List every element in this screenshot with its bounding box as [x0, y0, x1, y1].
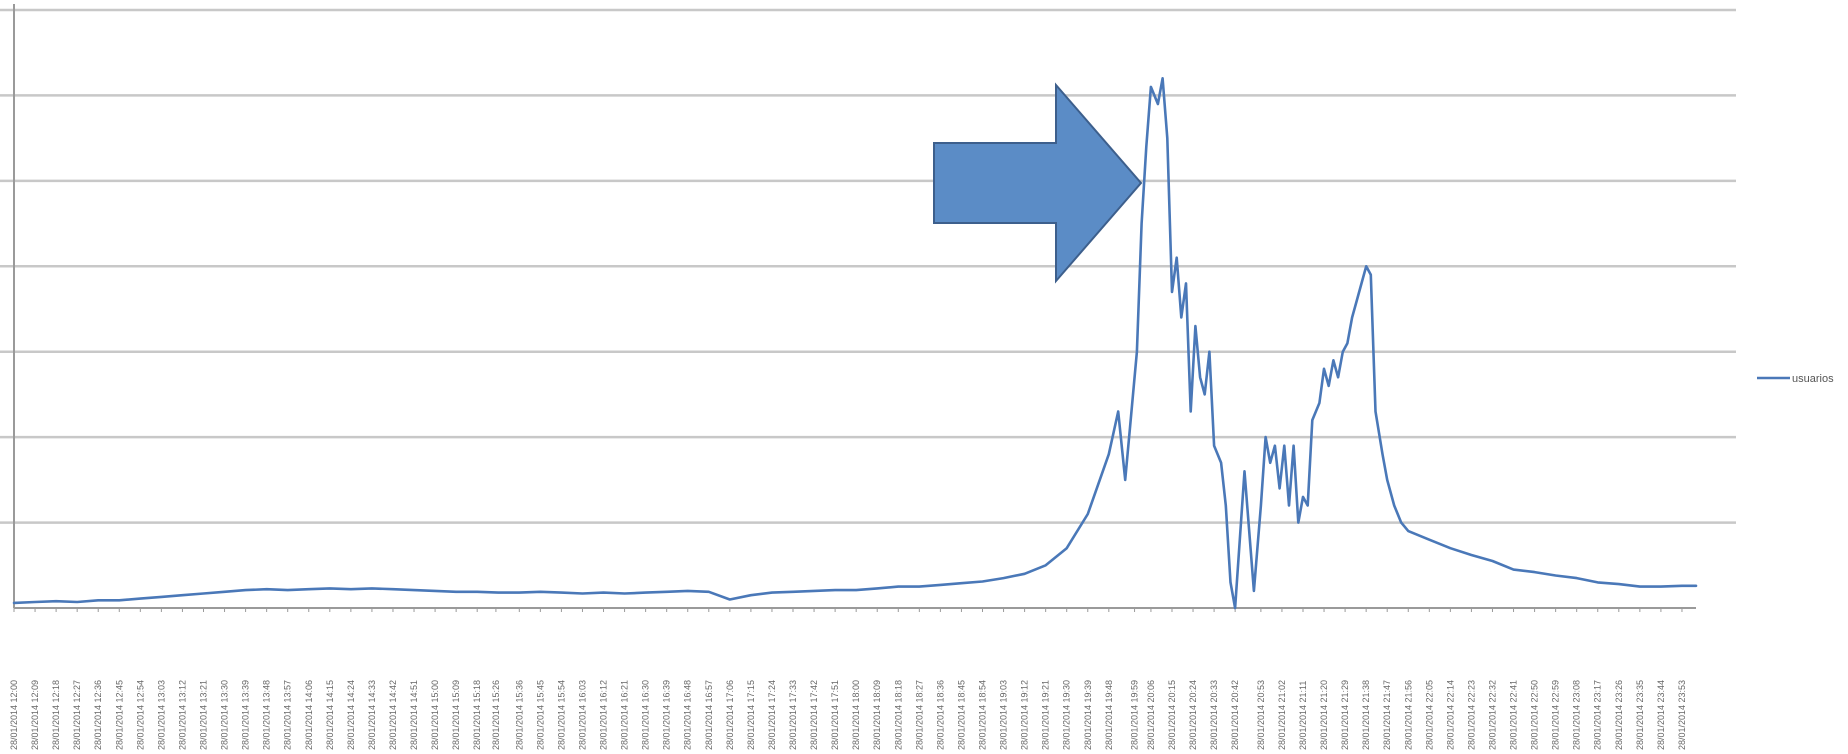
- x-tick-label: 28/01/2014 19:21: [1041, 680, 1051, 750]
- x-tick-label: 28/01/2014 19:12: [1020, 680, 1030, 750]
- x-tick-label: 28/01/2014 16:12: [599, 680, 609, 750]
- gridlines: [0, 8, 1736, 524]
- legend-label: usuarios: [1792, 373, 1834, 385]
- x-tick-label: 28/01/2014 14:24: [346, 680, 356, 750]
- x-tick-label: 28/01/2014 22:05: [1424, 680, 1434, 750]
- x-tick-label: 28/01/2014 15:09: [451, 680, 461, 750]
- x-tick-label: 28/01/2014 18:36: [935, 680, 945, 750]
- x-tick-label: 28/01/2014 16:57: [704, 680, 714, 750]
- x-tick-label: 28/01/2014 13:30: [220, 680, 230, 750]
- x-tick-label: 28/01/2014 18:27: [914, 680, 924, 750]
- x-tick-label: 28/01/2014 15:26: [491, 680, 501, 750]
- x-tick-label: 28/01/2014 15:54: [556, 680, 566, 750]
- x-tick-label: 28/01/2014 19:39: [1083, 680, 1093, 750]
- x-tick-label: 28/01/2014 21:02: [1277, 680, 1287, 750]
- x-tick-label: 28/01/2014 23:08: [1572, 680, 1582, 750]
- x-tick-label: 28/01/2014 13:57: [283, 680, 293, 750]
- x-tick-label: 28/01/2014 15:45: [535, 680, 545, 750]
- x-tick-label: 28/01/2014 13:39: [241, 680, 251, 750]
- legend: usuarios: [1757, 373, 1834, 385]
- x-tick-label: 28/01/2014 22:41: [1509, 680, 1519, 750]
- x-tick-label: 28/01/2014 22:23: [1466, 680, 1476, 750]
- x-tick-labels: 28/01/2014 12:00 28/01/2014 12:09 28/01/20…: [9, 608, 1687, 750]
- x-tick-label: 28/01/2014 23:44: [1656, 680, 1666, 750]
- x-tick-label: 28/01/2014 16:03: [577, 680, 587, 750]
- x-tick-label: 28/01/2014 19:30: [1062, 680, 1072, 750]
- x-tick-label: 28/01/2014 17:51: [830, 680, 840, 750]
- x-tick-label: 28/01/2014 12:09: [30, 680, 40, 750]
- x-tick-label: 28/01/2014 20:33: [1209, 680, 1219, 750]
- x-tick-label: 28/01/2014 13:21: [198, 680, 208, 750]
- x-tick-label: 28/01/2014 21:56: [1403, 680, 1413, 750]
- x-tick-label: 28/01/2014 23:35: [1635, 680, 1645, 750]
- x-tick-label: 28/01/2014 14:51: [409, 680, 419, 750]
- x-tick-label: 28/01/2014 16:21: [620, 680, 630, 750]
- x-tick-label: 28/01/2014 23:17: [1593, 680, 1603, 750]
- x-tick-label: 28/01/2014 20:15: [1167, 680, 1177, 750]
- x-tick-label: 28/01/2014 22:14: [1445, 680, 1455, 750]
- x-tick-label: 28/01/2014 12:27: [72, 680, 82, 750]
- x-tick-label: 28/01/2014 17:15: [746, 680, 756, 750]
- x-tick-label: 28/01/2014 21:11: [1298, 681, 1308, 750]
- x-tick-label: 28/01/2014 21:29: [1340, 680, 1350, 750]
- x-tick-label: 28/01/2014 17:33: [788, 680, 798, 750]
- x-tick-label: 28/01/2014 12:45: [114, 680, 124, 750]
- x-tick-label: 28/01/2014 16:39: [662, 680, 672, 750]
- x-tick-label: 28/01/2014 12:18: [51, 680, 61, 750]
- x-tick-label: 28/01/2014 12:54: [135, 680, 145, 750]
- x-tick-label: 28/01/2014 19:59: [1130, 680, 1140, 750]
- x-tick-label: 28/01/2014 18:54: [977, 680, 987, 750]
- x-tick-label: 28/01/2014 22:59: [1551, 680, 1561, 750]
- annotation-arrow: [933, 82, 1143, 284]
- x-tick-label: 28/01/2014 18:00: [851, 680, 861, 750]
- x-tick-label: 28/01/2014 21:38: [1361, 680, 1371, 750]
- x-tick-label: 28/01/2014 13:12: [177, 680, 187, 750]
- x-tick-label: 28/01/2014 18:18: [893, 680, 903, 750]
- series-line-usuarios: [12, 77, 1698, 610]
- x-tick-label: 28/01/2014 19:48: [1104, 680, 1114, 750]
- x-tick-label: 28/01/2014 15:36: [514, 680, 524, 750]
- x-tick-label: 28/01/2014 13:48: [262, 680, 272, 750]
- x-tick-label: 28/01/2014 19:03: [999, 680, 1009, 750]
- x-tick-label: 28/01/2014 20:06: [1146, 680, 1156, 750]
- x-tick-label: 28/01/2014 15:18: [472, 680, 482, 750]
- x-tick-label: 28/01/2014 14:15: [325, 680, 335, 750]
- x-tick-label: 28/01/2014 12:36: [93, 680, 103, 750]
- x-tick-label: 28/01/2014 18:45: [956, 680, 966, 750]
- x-tick-label: 28/01/2014 14:42: [388, 680, 398, 750]
- x-tick-label: 28/01/2014 16:48: [683, 680, 693, 750]
- x-tick-label: 28/01/2014 18:09: [872, 680, 882, 750]
- x-tick-label: 28/01/2014 23:26: [1614, 680, 1624, 750]
- x-tick-label: 28/01/2014 23:53: [1677, 680, 1687, 750]
- x-tick-label: 28/01/2014 22:50: [1530, 680, 1540, 750]
- x-tick-label: 28/01/2014 21:47: [1382, 680, 1392, 750]
- x-tick-label: 28/01/2014 12:00: [9, 680, 19, 750]
- x-tick-label: 28/01/2014 17:24: [767, 680, 777, 750]
- x-tick-label: 28/01/2014 20:42: [1230, 680, 1240, 750]
- x-tick-label: 28/01/2014 20:24: [1188, 680, 1198, 750]
- x-tick-label: 28/01/2014 14:33: [367, 680, 377, 750]
- x-tick-label: 28/01/2014 16:30: [641, 680, 651, 750]
- x-tick-label: 28/01/2014 22:32: [1487, 680, 1497, 750]
- x-tick-label: 28/01/2014 15:00: [430, 680, 440, 750]
- x-tick-label: 28/01/2014 17:42: [809, 680, 819, 750]
- x-tick-label: 28/01/2014 14:06: [304, 680, 314, 750]
- x-tick-label: 28/01/2014 13:03: [156, 680, 166, 750]
- x-tick-label: 28/01/2014 17:06: [725, 680, 735, 750]
- x-tick-label: 28/01/2014 20:53: [1256, 680, 1266, 750]
- x-tick-label: 28/01/2014 21:20: [1319, 680, 1329, 750]
